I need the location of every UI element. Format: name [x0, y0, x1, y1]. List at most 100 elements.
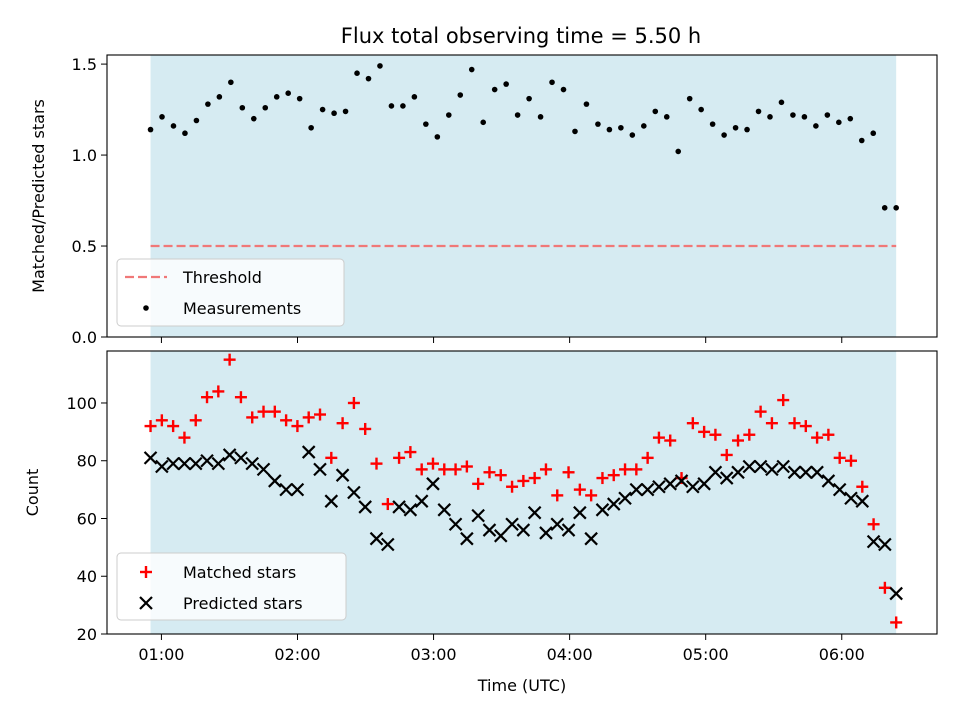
predicted-star-point: [686, 479, 700, 494]
predicted-star-point: [392, 500, 406, 514]
predicted-star-point: [313, 462, 327, 477]
predicted-star-point: [369, 531, 384, 546]
measurement-point: [285, 90, 291, 97]
predicted-star-point: [539, 526, 553, 540]
predicted-star-point: [347, 485, 361, 500]
predicted-star-point: [437, 503, 452, 517]
top-ytick-label: 1.5: [72, 55, 97, 74]
predicted-star-point: [889, 586, 903, 601]
predicted-star-point: [584, 531, 598, 546]
matched-star-point: [438, 463, 451, 476]
measurement-point: [365, 75, 372, 82]
matched-star-point: [811, 431, 824, 444]
measurement-point: [239, 104, 246, 111]
measurement-point: [170, 123, 177, 129]
predicted-star-point: [731, 465, 745, 480]
bottom-xtick-label: 04:00: [547, 645, 593, 664]
measurement-point: [801, 114, 808, 120]
measurement-point: [549, 79, 555, 86]
measurement-point: [663, 114, 670, 120]
predicted-star-point: [719, 471, 734, 485]
predicted-star-point: [335, 468, 350, 482]
measurement-point: [893, 205, 899, 211]
bottom-xtick-label: 03:00: [411, 645, 457, 664]
bottom-ytick-label: 20: [77, 625, 97, 644]
matched-star-point: [483, 466, 496, 479]
predicted-star-point: [516, 523, 531, 537]
measurement-point: [331, 110, 337, 117]
measurement-point: [709, 121, 716, 127]
measurement-point: [813, 123, 819, 129]
top-y-ticks: 0.0 0.5 1.0 1.5: [72, 55, 107, 347]
top-x-ticks: [160, 337, 843, 343]
x-axis-label: Time (UTC): [477, 676, 566, 695]
legend-matched-swatch: [140, 566, 152, 578]
measurement-point: [675, 148, 682, 155]
measurement-point: [870, 130, 877, 137]
matched-star-point: [539, 463, 552, 476]
matched-star-point: [788, 417, 801, 430]
predicted-star-point: [166, 456, 180, 471]
measurement-point: [159, 114, 165, 120]
predicted-star-point: [595, 503, 610, 517]
bottom-ytick-label: 60: [77, 509, 97, 528]
bottom-panel: 20 40 60 80 100 01:00 02:00 03:00 04:00 05:00 06:…: [23, 350, 938, 695]
measurement-point: [572, 128, 578, 135]
measurement-point: [641, 123, 647, 129]
predicted-star-point: [787, 465, 802, 480]
matched-star-point: [630, 463, 643, 476]
measurements-points: [147, 63, 899, 211]
matched-star-point: [201, 391, 214, 404]
measurement-point: [744, 126, 750, 133]
legend-matched-label: Matched stars: [183, 563, 296, 582]
predicted-star-point: [810, 465, 824, 480]
top-legend: Threshold Measurements: [116, 258, 345, 327]
matched-star-point: [619, 463, 632, 476]
measurement-point: [583, 101, 590, 107]
matched-star-point: [460, 460, 473, 473]
top-ytick-label: 0.5: [72, 237, 97, 256]
matched-star-point: [234, 391, 247, 404]
measurement-point: [228, 79, 234, 86]
predicted-star-point: [640, 482, 655, 497]
matched-star-point: [822, 428, 835, 441]
measurement-point: [250, 115, 257, 122]
matched-star-point: [393, 451, 406, 464]
matched-star-point: [562, 466, 575, 479]
top-legend-box: [116, 258, 345, 327]
measurement-point: [193, 117, 200, 124]
matched-star-point: [720, 448, 733, 461]
predicted-star-point: [878, 537, 892, 552]
matched-star-point: [302, 411, 315, 424]
matched-star-point: [370, 457, 383, 470]
predicted-star-point: [855, 494, 870, 508]
measurement-point: [388, 103, 395, 109]
predicted-star-point: [188, 456, 203, 471]
measurement-point: [342, 108, 349, 115]
top-y-axis-label: Matched/Predicted stars: [29, 99, 48, 293]
measurement-point: [319, 106, 326, 113]
bottom-xtick-label: 01:00: [138, 645, 184, 664]
measurement-point: [755, 108, 762, 115]
measurement-point: [686, 95, 693, 102]
matched-star-point: [844, 454, 857, 467]
predicted-star-point: [268, 474, 282, 488]
bottom-ytick-label: 80: [77, 452, 97, 471]
matched-star-point: [246, 411, 259, 424]
matched-star-point: [257, 405, 270, 418]
measurement-point: [629, 132, 636, 138]
matched-star-point: [833, 451, 846, 464]
measurement-point: [732, 124, 739, 131]
predicted-star-point: [550, 517, 565, 532]
predicted-star-point: [403, 503, 418, 517]
matched-star-point: [268, 405, 281, 418]
measurement-point: [434, 134, 441, 140]
matched-star-point: [754, 405, 767, 418]
measurement-point: [205, 101, 211, 107]
matched-star-point: [381, 498, 394, 511]
bottom-axes-frame: [106, 350, 938, 635]
predicted-star-point: [426, 477, 440, 491]
bottom-x-ticks: 01:00 02:00 03:00 04:00 05:00 06:00: [138, 634, 865, 664]
predicted-star-point: [573, 505, 587, 520]
predicted-star-point: [358, 500, 372, 514]
